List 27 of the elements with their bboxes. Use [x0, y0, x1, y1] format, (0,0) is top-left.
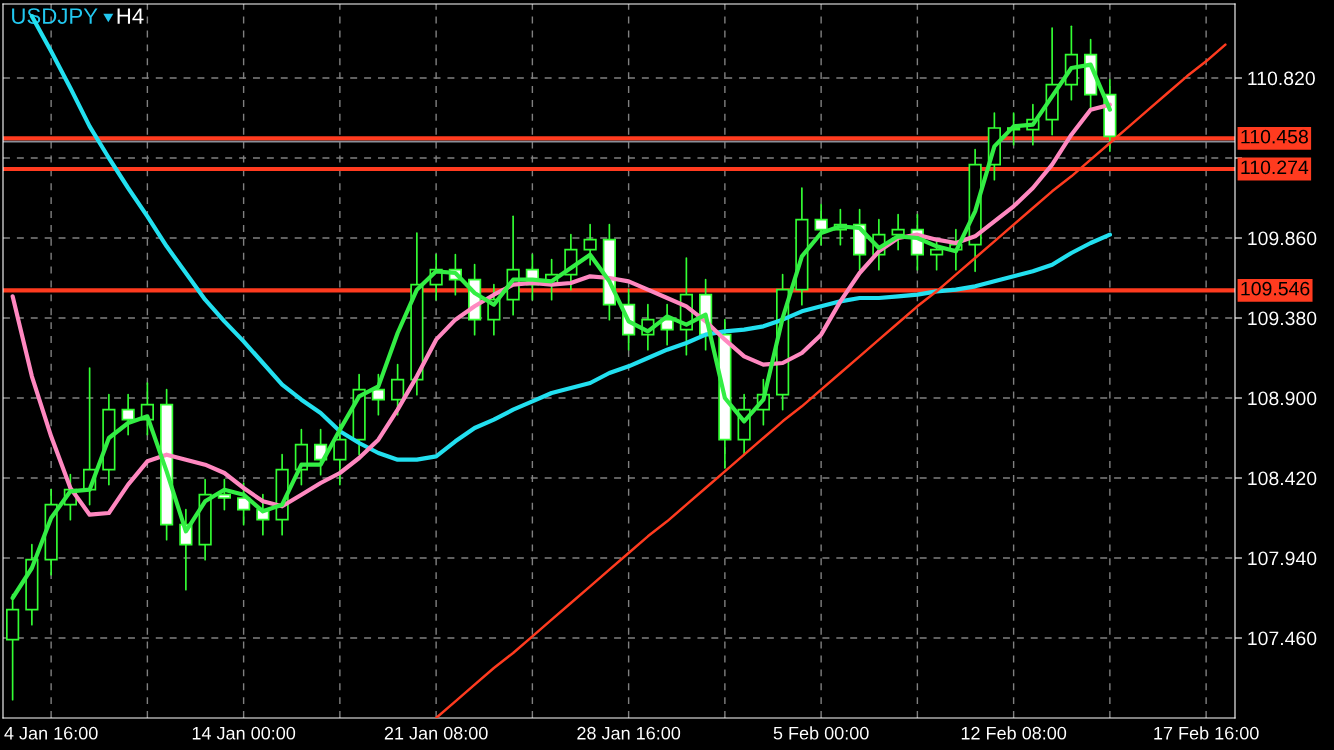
- ref-line-label: 110.458: [1241, 129, 1308, 144]
- y-tick-label: 108.900: [1248, 391, 1317, 406]
- chart-title: USDJPY: [12, 8, 98, 24]
- line-series: [10, 102, 1112, 517]
- ref-line-label: 110.274: [1241, 160, 1309, 175]
- candlestick: [121, 393, 135, 436]
- x-tick-label: 4 Jan 16:00: [4, 726, 98, 740]
- y-tick-label: 107.460: [1248, 631, 1317, 646]
- candlestick: [217, 478, 231, 511]
- x-tick-label: 5 Feb 00:00: [773, 726, 869, 740]
- candlestick: [891, 213, 905, 251]
- ref-line-label: 109.546: [1241, 281, 1310, 296]
- y-tick-label: 110.820: [1248, 71, 1315, 86]
- x-tick-label: 12 Feb 08:00: [961, 726, 1067, 740]
- candlestick: [333, 423, 347, 486]
- y-tick-label: 109.380: [1248, 311, 1317, 326]
- candlestick: [814, 203, 828, 246]
- x-tick-label: 21 Jan 08:00: [384, 726, 488, 740]
- y-tick-label: 108.420: [1248, 471, 1317, 486]
- chart-subtitle: H4: [117, 8, 144, 24]
- x-tick-label: 14 Jan 00:00: [192, 726, 296, 740]
- y-tick-label: 107.940: [1248, 551, 1317, 566]
- x-tick-label: 17 Feb 16:00: [1154, 726, 1259, 740]
- line-series: [10, 62, 1112, 601]
- y-tick-label: 109.860: [1248, 231, 1317, 246]
- candlestick: [583, 223, 597, 266]
- x-tick-label: 28 Jan 16:00: [577, 726, 681, 740]
